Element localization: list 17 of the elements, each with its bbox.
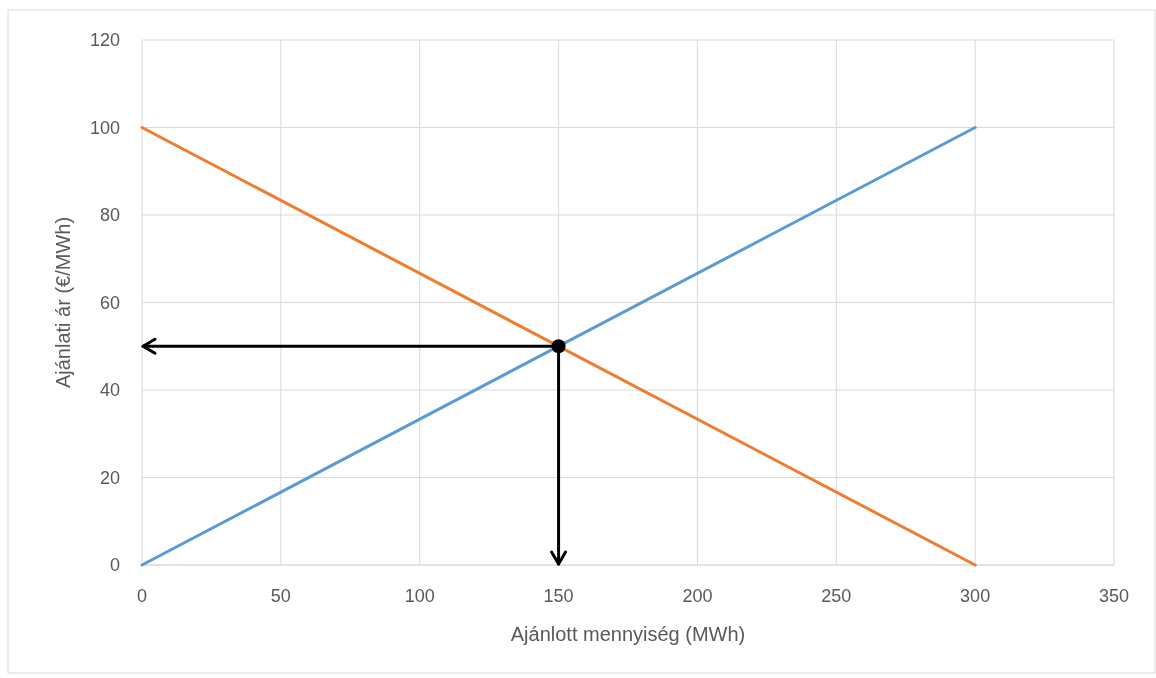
y-tick-label: 20 — [99, 467, 120, 488]
x-tick-label: 200 — [682, 586, 713, 606]
y-tick-label: 0 — [109, 555, 120, 575]
y-tick-label: 40 — [99, 380, 120, 400]
x-axis-title: Ajánlott mennyiség (MWh) — [510, 623, 746, 645]
x-tick-label: 300 — [960, 586, 991, 606]
y-tick-label: 60 — [99, 292, 120, 313]
y-tick-label: 120 — [89, 30, 120, 50]
x-tick-label: 50 — [270, 586, 291, 606]
x-tick-label: 100 — [404, 586, 435, 606]
y-axis-title: Ajánlati ár (€/MWh) — [52, 216, 74, 389]
x-tick-label: 350 — [1098, 586, 1130, 606]
x-tick-label: 150 — [543, 586, 574, 606]
y-tick-label: 80 — [99, 205, 120, 225]
x-tick-label: 250 — [821, 586, 852, 606]
y-tick-label: 100 — [89, 117, 120, 138]
x-tick-label: 0 — [136, 586, 148, 606]
